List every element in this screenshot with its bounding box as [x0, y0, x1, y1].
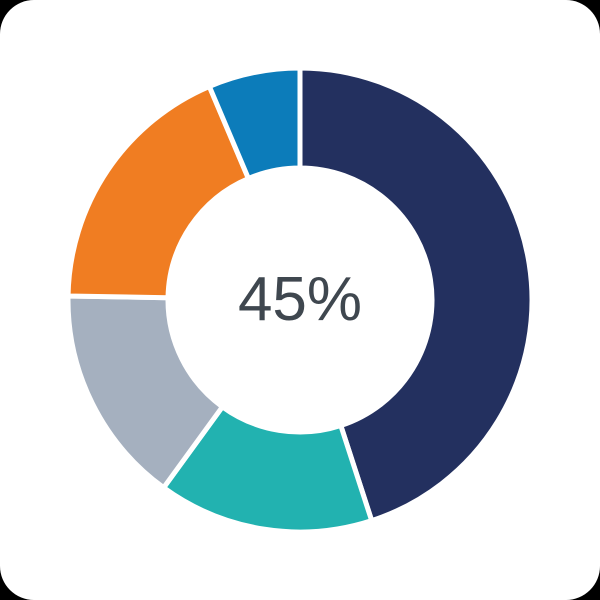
donut-slice-light-blue[interactable] [206, 65, 303, 181]
donut-slices-group [65, 65, 535, 535]
donut-slice-teal[interactable] [161, 404, 375, 535]
donut-slice-orange[interactable] [65, 83, 251, 301]
donut-slice-navy[interactable] [297, 65, 535, 524]
